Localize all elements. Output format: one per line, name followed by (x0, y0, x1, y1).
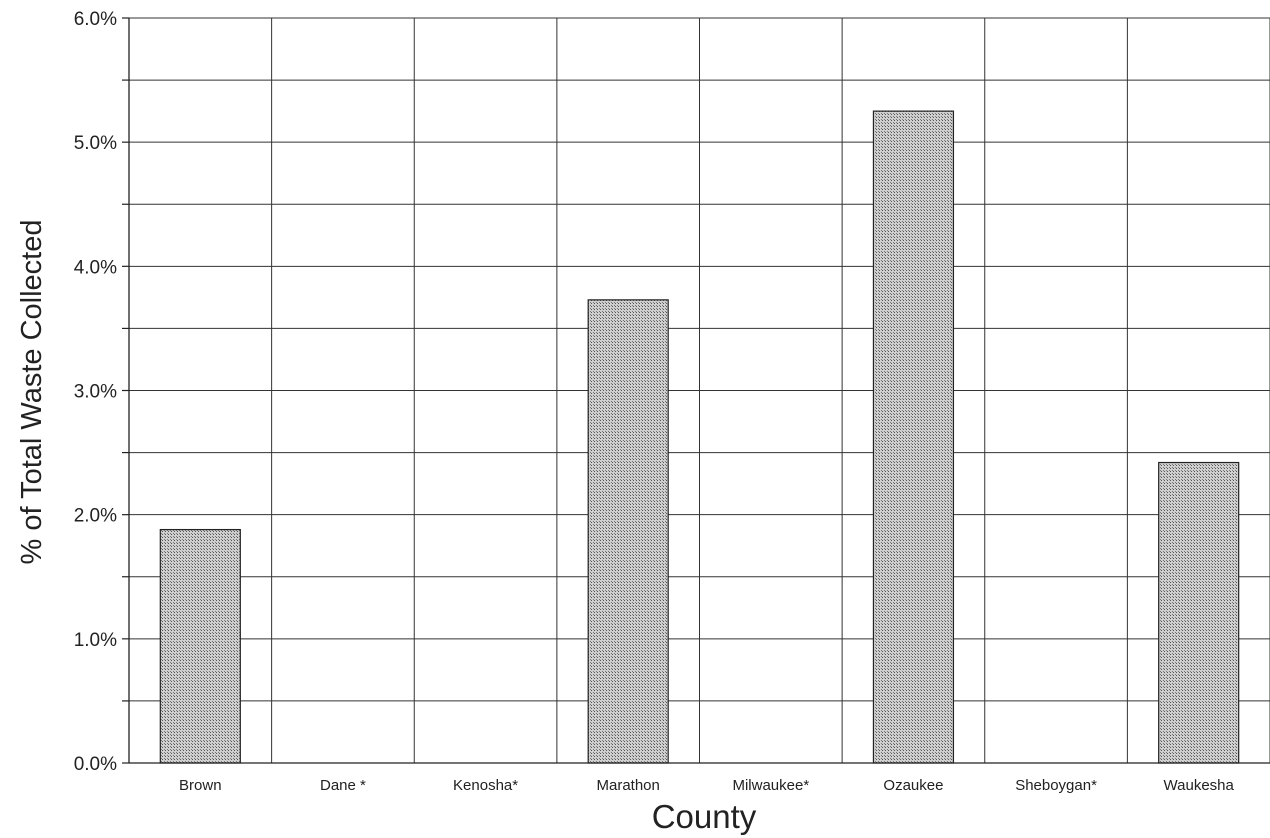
y-tick-label: 6.0% (74, 9, 117, 30)
y-tick-labels: 0.0% 1.0% 2.0% 3.0% 4.0% 5.0% 6.0% (74, 9, 117, 775)
y-tick-label: 4.0% (74, 257, 117, 278)
y-tick-label: 0.0% (74, 754, 117, 775)
x-tick-label: Waukesha (1164, 777, 1235, 794)
y-tick-label: 3.0% (74, 382, 117, 403)
x-tick-label: Kenosha* (453, 777, 518, 794)
bar-ozaukee (872, 110, 955, 764)
x-tick-label: Brown (179, 777, 222, 794)
x-tick-label: Milwaukee* (732, 777, 809, 794)
x-tick-labels: Brown Dane * Kenosha* Marathon Milwaukee* Oza… (179, 777, 1234, 794)
x-tick-label: Marathon (597, 777, 660, 794)
bar-marathon (587, 299, 669, 764)
x-tick-label: Sheboygan* (1015, 777, 1097, 794)
bars (159, 110, 1240, 764)
bar-waukesha (1158, 461, 1240, 764)
x-tick-label: Ozaukee (883, 777, 943, 794)
x-tick-label: Dane * (320, 777, 366, 794)
y-tick-label: 1.0% (74, 630, 117, 651)
y-axis-title: % of Total Waste Collected (16, 220, 48, 565)
bar-brown (159, 528, 241, 764)
y-tick-label: 2.0% (74, 506, 117, 527)
y-tick-label: 5.0% (74, 133, 117, 154)
gridlines (129, 17, 1270, 764)
axes (122, 17, 1270, 764)
x-axis-title: County (652, 798, 757, 835)
